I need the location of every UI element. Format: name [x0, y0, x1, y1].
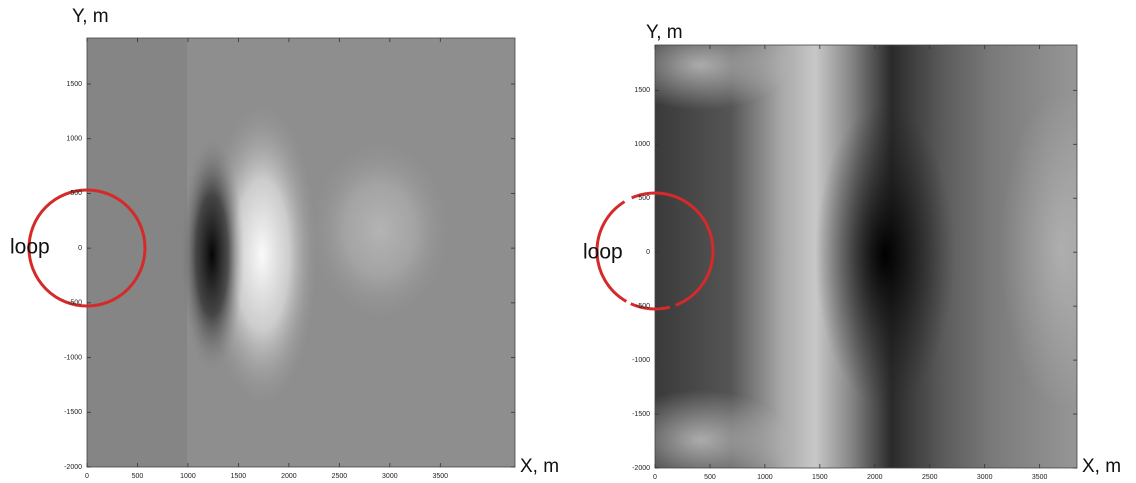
loop-circle	[595, 191, 715, 311]
x-tick-label: 0	[653, 474, 657, 481]
x-axis-title: X, m	[1082, 456, 1121, 477]
x-tick-label: 1000	[757, 474, 773, 481]
y-tick-label: 1000	[634, 141, 650, 148]
plot-frame	[654, 44, 1078, 469]
x-tick-label: 1500	[231, 473, 247, 480]
loop-circle	[27, 188, 147, 308]
x-tick-label: 3000	[977, 474, 993, 481]
y-tick-label: 1500	[66, 81, 82, 88]
x-axis-title: X, m	[520, 456, 559, 477]
y-tick-label: -1000	[632, 357, 650, 364]
right-field	[655, 45, 1077, 468]
left-field	[87, 38, 515, 467]
y-tick-label: -1000	[64, 354, 82, 361]
y-tick-label: 500	[638, 195, 650, 202]
x-tick-label: 500	[132, 473, 144, 480]
y-tick-label: 1500	[634, 87, 650, 94]
y-tick-label: 500	[70, 190, 82, 197]
x-tick-label: 2500	[332, 473, 348, 480]
x-tick-label: 1000	[180, 473, 196, 480]
y-tick-label: -500	[68, 300, 82, 307]
x-tick-label: 2000	[867, 474, 883, 481]
x-tick-label: 2500	[922, 474, 938, 481]
y-tick-label: 0	[78, 245, 82, 252]
y-axis-title: Y, m	[646, 22, 683, 43]
x-tick-label: 3500	[1032, 474, 1048, 481]
x-tick-label: 2000	[281, 473, 297, 480]
x-tick-label: 3000	[382, 473, 398, 480]
y-tick-label: -1500	[632, 411, 650, 418]
x-tick-label: 1500	[812, 474, 828, 481]
loop-label: loop	[10, 236, 50, 259]
y-tick-label: -1500	[64, 409, 82, 416]
plot-frame	[86, 37, 516, 468]
x-tick-label: 0	[85, 473, 89, 480]
x-tick-label: 3500	[433, 473, 449, 480]
y-tick-label: -500	[636, 303, 650, 310]
y-tick-label: -2000	[632, 465, 650, 472]
x-tick-label: 500	[704, 474, 716, 481]
y-tick-label: -2000	[64, 464, 82, 471]
y-axis-title: Y, m	[72, 6, 109, 27]
y-tick-label: 1000	[66, 136, 82, 143]
loop-label: loop	[583, 241, 623, 264]
y-tick-label: 0	[646, 249, 650, 256]
